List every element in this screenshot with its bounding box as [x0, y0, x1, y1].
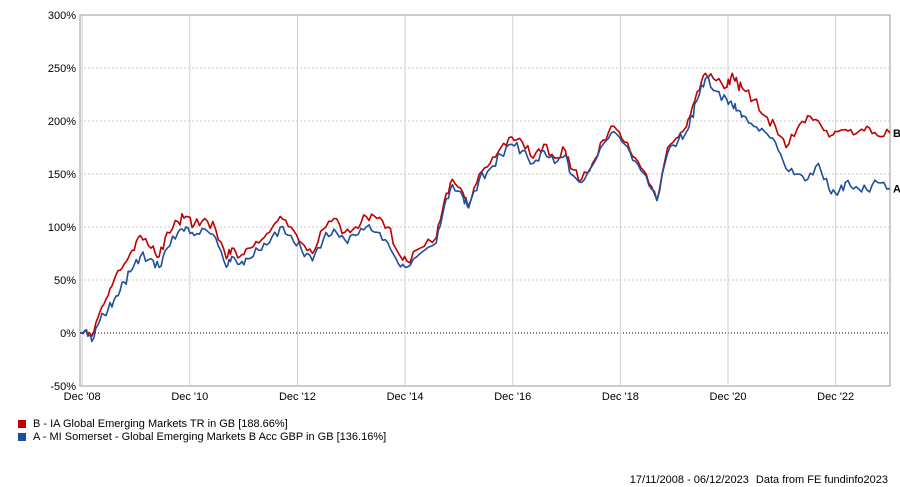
series-line-a: [79, 75, 891, 343]
y-tick-label: 200%: [48, 116, 76, 128]
plot-frame: [79, 14, 891, 387]
footer: 17/11/2008 - 06/12/2023 Data from FE fun…: [630, 474, 888, 486]
series-layer: BA: [79, 72, 900, 343]
data-source: Data from FE fundinfo2023: [755, 474, 888, 486]
y-axis: -50% 0% 50% 100% 150% 200% 250% 300%: [48, 10, 76, 393]
legend: B - IA Global Emerging Markets TR in GB …: [18, 417, 386, 443]
date-range: 17/11/2008 - 06/12/2023: [629, 474, 749, 486]
y-tick-label: 100%: [48, 222, 76, 234]
y-tick-label: 300%: [48, 10, 76, 22]
line-chart: -50%0%50%100%150%200%250%300% Dec '08 Dec…: [48, 10, 900, 403]
x-tick-label: Dec '08: [64, 391, 101, 403]
legend-label-a: A - MI Somerset - Global Emerging Market…: [33, 430, 387, 443]
y-tick-label: 150%: [48, 169, 76, 181]
x-tick-label: Dec '22: [817, 391, 854, 403]
series-end-label-a: A: [893, 184, 900, 196]
x-axis: Dec '08 Dec '10 Dec '12 Dec '14 Dec '16 Dec '…: [64, 391, 854, 403]
y-tick-label: 50%: [54, 275, 76, 287]
x-tick-label: Dec '14: [387, 391, 424, 403]
x-tick-label: Dec '12: [279, 391, 316, 403]
legend-item-b: B - IA Global Emerging Markets TR in GB …: [18, 417, 386, 430]
series-line-b: [79, 72, 891, 337]
x-tick-label: Dec '20: [710, 391, 747, 403]
legend-label-b: B - IA Global Emerging Markets TR in GB …: [33, 417, 288, 430]
series-end-label-b: B: [893, 128, 900, 140]
x-tick-label: Dec '18: [602, 391, 639, 403]
legend-swatch-a: [18, 432, 26, 441]
legend-swatch-b: [18, 419, 26, 428]
x-tick-label: Dec '16: [494, 391, 531, 403]
x-tick-label: Dec '10: [171, 391, 208, 403]
legend-item-a: A - MI Somerset - Global Emerging Market…: [18, 430, 386, 443]
y-tick-label: 0%: [60, 328, 76, 340]
grid: [79, 14, 891, 387]
y-tick-label: 250%: [48, 63, 76, 75]
y-tick-label: -50%: [50, 381, 76, 393]
